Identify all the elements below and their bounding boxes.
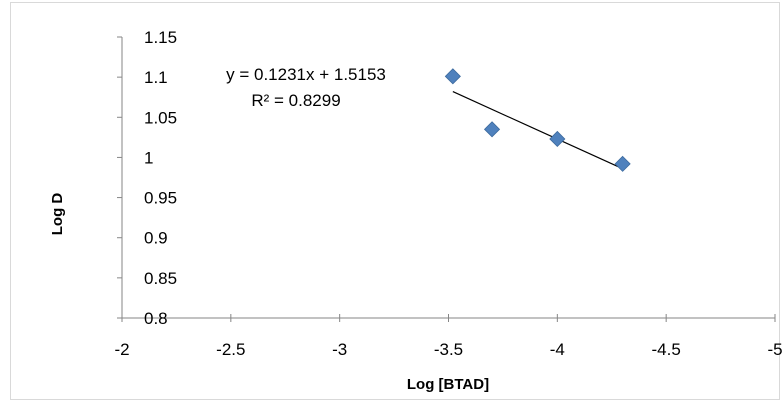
data-point <box>444 68 461 85</box>
y-tick-label: 0.8 <box>144 309 168 328</box>
y-tick-label: 0.95 <box>144 189 177 208</box>
y-tick-label: 1.05 <box>144 108 177 127</box>
y-axis-title: Log D <box>49 193 66 236</box>
x-tick-label: -4.5 <box>652 340 681 359</box>
y-tick-label: 1.15 <box>144 28 177 47</box>
x-tick-label: -4 <box>550 340 565 359</box>
axes: 0.8 0.85 0.9 0.95 1 1.05 1.1 1.15 -2 -2.5 -3 -3.5 -4… <box>114 28 782 359</box>
x-tick-label: -2.5 <box>216 340 245 359</box>
y-tick-label: 0.9 <box>144 229 168 248</box>
trendline <box>452 91 623 170</box>
x-tick-label: -3.5 <box>434 340 463 359</box>
x-tick-label: -2 <box>114 340 129 359</box>
y-tick-label: 1.1 <box>144 68 168 87</box>
trendline-group <box>452 91 623 170</box>
y-tick-label: 1 <box>144 148 153 167</box>
data-point <box>549 130 566 148</box>
y-tick-label: 0.85 <box>144 269 177 288</box>
data-point <box>614 155 631 172</box>
chart-frame <box>10 2 780 400</box>
trendline-equation: y = 0.1231x + 1.5153 <box>226 65 386 84</box>
trendline-r-squared: R² = 0.8299 <box>251 91 340 110</box>
x-tick-label: -3 <box>332 340 347 359</box>
x-axis-title: Log [BTAD] <box>407 376 489 393</box>
x-tick-label: -5 <box>767 340 782 359</box>
data-points <box>444 68 631 172</box>
data-point <box>483 121 501 138</box>
